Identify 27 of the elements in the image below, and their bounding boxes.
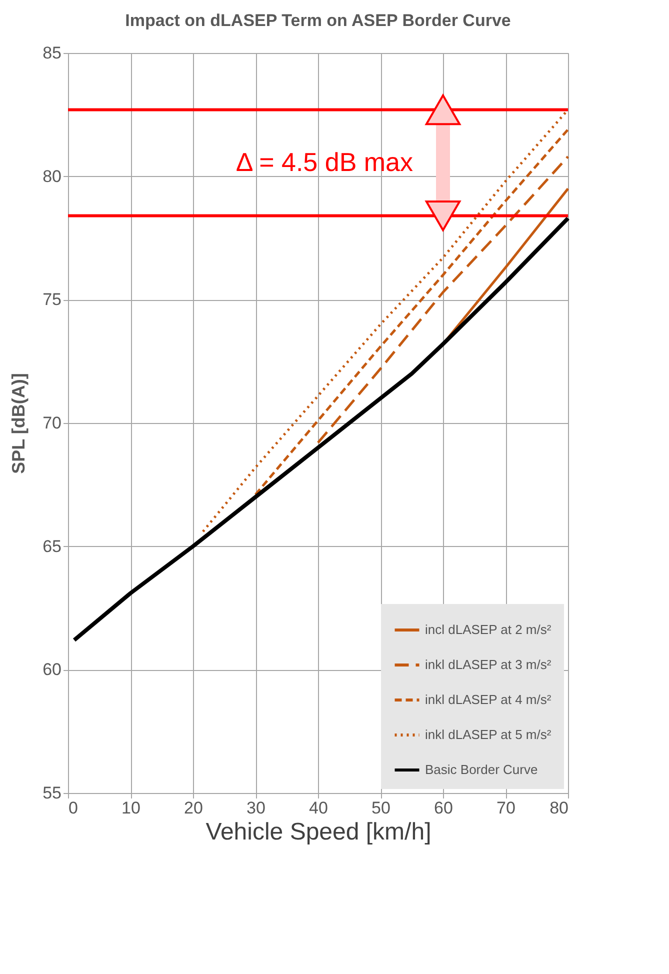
- x-tick-label: 0: [68, 798, 78, 818]
- legend-label: inkl dLASEP at 3 m/s²: [425, 657, 552, 672]
- x-tick-label: 10: [122, 798, 140, 818]
- legend-label: Basic Border Curve: [425, 762, 538, 777]
- line-series: [72, 216, 570, 642]
- annotation: Δ = 4.5 dB max: [236, 146, 413, 177]
- legend-label: inkl dLASEP at 4 m/s²: [425, 692, 552, 707]
- x-tick-label: 30: [246, 798, 266, 818]
- y-tick-label: 65: [42, 536, 62, 556]
- x-tick-label: 60: [434, 798, 453, 818]
- x-tick-label: 70: [496, 798, 516, 818]
- x-tick-label: 50: [372, 798, 390, 818]
- legend-label: inkl dLASEP at 5 m/s²: [425, 727, 552, 742]
- x-axis-title: Vehicle Speed [km/h]: [206, 818, 432, 846]
- legend-label: incl dLASEP at 2 m/s²: [425, 622, 552, 637]
- y-tick-label: 85: [42, 44, 62, 62]
- y-tick-label: 60: [42, 660, 62, 680]
- line-series: [254, 128, 570, 496]
- y-tick-label: 80: [42, 166, 62, 186]
- y-tick-label: 75: [42, 290, 62, 310]
- y-tick-label: 70: [42, 414, 62, 432]
- y-tick-label: 55: [42, 784, 62, 802]
- x-tick-label: 20: [184, 798, 203, 818]
- x-tick-label: 80: [550, 798, 568, 818]
- y-axis-title: SPL [dB(A)]: [8, 373, 29, 474]
- x-tick-label: 40: [309, 798, 328, 818]
- chart-title: Impact on dLASEP Term on ASEP Border Curve: [125, 11, 511, 30]
